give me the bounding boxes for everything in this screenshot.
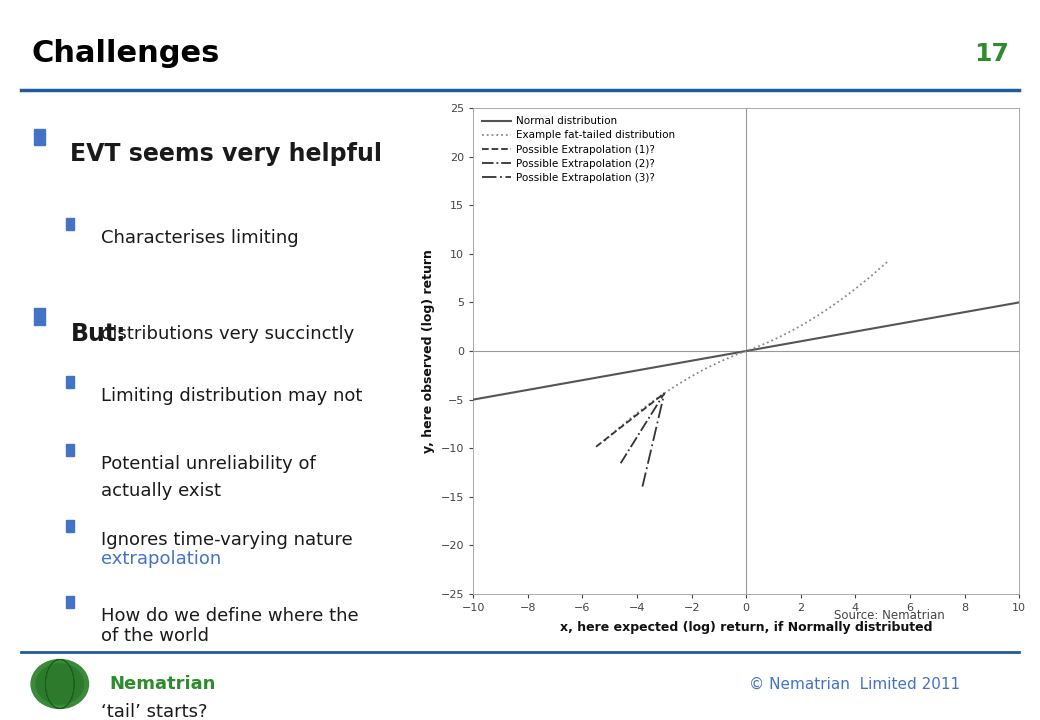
Text: of the world: of the world [101, 626, 209, 644]
Example fat-tailed distribution [601, 434, 614, 443]
Bar [67, 520, 74, 531]
Possible Extrapolation (2)? [658, 389, 671, 397]
Example fat-tailed distribution [695, 367, 707, 376]
Circle shape [31, 660, 88, 708]
Normal distribution [467, 395, 479, 404]
Bar [67, 596, 74, 608]
Bar [33, 308, 45, 325]
Normal distribution [718, 351, 730, 359]
Possible Extrapolation (3)? [656, 397, 669, 405]
Possible Extrapolation (1)? [658, 389, 671, 397]
Possible Extrapolation (1)? [594, 439, 606, 448]
Normal distribution [997, 301, 1010, 310]
Line: Example fat-tailed distribution: Example fat-tailed distribution [604, 261, 888, 441]
Normal distribution [732, 348, 745, 356]
Text: © Nematrian  Limited 2011: © Nematrian Limited 2011 [749, 677, 960, 691]
Possible Extrapolation (1)? [654, 392, 667, 400]
Text: Challenges: Challenges [31, 40, 219, 68]
Text: 17: 17 [973, 42, 1009, 66]
Example fat-tailed distribution [882, 257, 894, 266]
Text: extrapolation: extrapolation [101, 550, 220, 568]
Possible Extrapolation (2)? [615, 459, 627, 467]
Possible Extrapolation (1)? [593, 440, 605, 449]
Text: Source: Nematrian: Source: Nematrian [834, 609, 944, 622]
Line: Possible Extrapolation (3)?: Possible Extrapolation (3)? [643, 393, 665, 487]
Line: Possible Extrapolation (1)?: Possible Extrapolation (1)? [596, 393, 665, 446]
Possible Extrapolation (1)? [652, 394, 665, 402]
Normal distribution [896, 319, 909, 328]
Y-axis label: y, here observed (log) return: y, here observed (log) return [422, 249, 435, 453]
Legend: Normal distribution, Example fat-tailed distribution, Possible Extrapolation (1): Normal distribution, Example fat-tailed … [478, 113, 678, 186]
Text: distributions very succinctly: distributions very succinctly [101, 325, 354, 343]
Text: Ignores time-varying nature: Ignores time-varying nature [101, 531, 353, 549]
Normal distribution [1013, 298, 1025, 307]
Text: ‘tail’ starts?: ‘tail’ starts? [101, 703, 207, 720]
Example fat-tailed distribution [805, 315, 817, 324]
Text: Characterises limiting: Characterises limiting [101, 230, 298, 248]
Possible Extrapolation (2)? [654, 395, 667, 404]
Possible Extrapolation (3)? [638, 479, 650, 487]
Text: But:: But: [71, 322, 126, 346]
Possible Extrapolation (3)? [636, 482, 649, 491]
Possible Extrapolation (1)? [602, 433, 615, 441]
Circle shape [36, 664, 83, 704]
Example fat-tailed distribution [769, 335, 781, 343]
Normal distribution [495, 390, 508, 399]
Text: Limiting distribution may not: Limiting distribution may not [101, 387, 362, 405]
Text: EVT seems very helpful: EVT seems very helpful [71, 143, 383, 166]
Bar [67, 218, 74, 230]
X-axis label: x, here expected (log) return, if Normally distributed: x, here expected (log) return, if Normal… [560, 621, 933, 634]
Possible Extrapolation (2)? [626, 441, 639, 449]
Possible Extrapolation (2)? [623, 446, 635, 454]
Possible Extrapolation (3)? [638, 477, 650, 485]
Example fat-tailed distribution [751, 343, 763, 351]
Example fat-tailed distribution [598, 436, 610, 445]
Line: Normal distribution: Normal distribution [473, 302, 1019, 400]
Possible Extrapolation (2)? [616, 456, 628, 465]
Possible Extrapolation (2)? [656, 392, 669, 401]
Possible Extrapolation (2)? [617, 455, 629, 464]
Possible Extrapolation (3)? [642, 457, 654, 466]
Bar [67, 376, 74, 387]
Bar [67, 444, 74, 456]
Text: Nematrian: Nematrian [109, 675, 215, 693]
Line: Possible Extrapolation (2)?: Possible Extrapolation (2)? [621, 393, 665, 463]
Normal distribution [997, 301, 1010, 310]
Text: actually exist: actually exist [101, 482, 220, 500]
Text: Potential unreliability of: Potential unreliability of [101, 455, 315, 473]
Possible Extrapolation (3)? [641, 465, 653, 474]
Text: How do we define where the: How do we define where the [101, 607, 358, 625]
Bar [33, 129, 45, 145]
Possible Extrapolation (1)? [590, 442, 602, 451]
Example fat-tailed distribution [730, 351, 743, 359]
Possible Extrapolation (3)? [658, 389, 671, 397]
Possible Extrapolation (1)? [608, 428, 621, 437]
Possible Extrapolation (3)? [657, 394, 670, 402]
